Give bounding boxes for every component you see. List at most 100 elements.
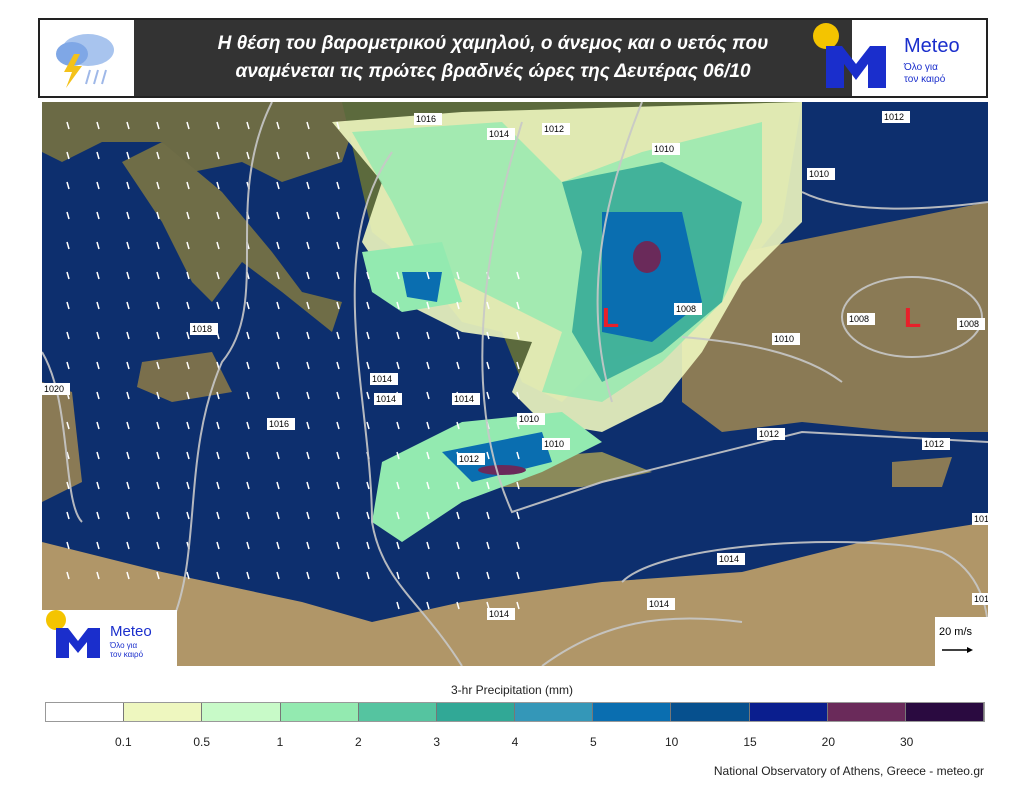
wind-arrow (96, 421, 100, 430)
wind-arrow (66, 151, 70, 160)
wind-arrow (126, 271, 130, 280)
wind-arrow (276, 451, 280, 460)
wind-arrow (66, 331, 70, 340)
isobar-label: 1008 (959, 319, 979, 329)
wind-arrow (336, 511, 340, 520)
isobar-label: 1008 (676, 304, 696, 314)
wind-arrow (66, 361, 70, 370)
wind-arrow (246, 421, 250, 430)
wind-arrow (456, 481, 460, 490)
wind-arrow (276, 241, 280, 250)
isobar-label: 1014 (489, 129, 509, 139)
wind-arrow (366, 361, 370, 370)
wind-arrow (456, 271, 460, 280)
colorbar-swatch (358, 703, 437, 721)
wind-arrow (186, 121, 190, 130)
wind-arrow (66, 571, 70, 580)
colorbar-swatch (202, 703, 281, 721)
isobar-labels: 1016 1014 1012 1010 1010 1012 1008 1008 1008 1010… (42, 111, 988, 620)
wind-arrow (276, 481, 280, 490)
title-line-1: Η θέση του βαρομετρικού χαμηλού, ο άνεμο… (217, 33, 769, 54)
wind-arrow (156, 511, 160, 520)
wind-arrow (366, 541, 370, 550)
wind-arrow (126, 241, 130, 250)
colorbar-tick: 20 (821, 735, 836, 749)
precipitation-areas (332, 102, 802, 542)
wind-arrow (396, 601, 400, 610)
wind-arrow (336, 181, 340, 190)
wind-arrow (126, 541, 130, 550)
wind-arrow (66, 181, 70, 190)
isobar-label-bg (542, 438, 570, 450)
wind-arrow (66, 121, 70, 130)
wind-arrow (216, 511, 220, 520)
isobar-label-bg (42, 383, 70, 395)
meteo-logo: Meteo Όλο για τον καιρό (42, 610, 177, 666)
colorbar-swatch (124, 703, 203, 721)
wind-arrow (396, 541, 400, 550)
wind-arrow (186, 271, 190, 280)
wind-arrow (156, 391, 160, 400)
wind-arrow (276, 181, 280, 190)
colorbar-swatch (593, 703, 672, 721)
wind-arrow (66, 511, 70, 520)
wind-arrow (156, 271, 160, 280)
wind-arrow (186, 241, 190, 250)
wind-arrow (366, 331, 370, 340)
wind-arrow (276, 301, 280, 310)
wind-arrow (426, 451, 430, 460)
wind-arrow (246, 301, 250, 310)
wind-arrow (246, 511, 250, 520)
colorbar-tick: 5 (589, 735, 597, 749)
wind-arrow (486, 331, 490, 340)
wind-arrow (486, 451, 490, 460)
wind-arrow (456, 541, 460, 550)
wind-arrow (336, 421, 340, 430)
wind-arrow (186, 421, 190, 430)
wind-arrow (96, 361, 100, 370)
wind-arrow (276, 271, 280, 280)
wind-arrow (306, 211, 310, 220)
isobar-label-bg (190, 323, 218, 335)
wind-arrow (306, 391, 310, 400)
precipitation-colorbar (45, 702, 985, 722)
wind-arrow (96, 301, 100, 310)
isobar-label: 1012 (759, 429, 779, 439)
wind-arrow (96, 571, 100, 580)
wind-arrow (516, 361, 520, 370)
isobar-label: 1014 (719, 554, 739, 564)
wind-arrow (456, 331, 460, 340)
colorbar-swatch (515, 703, 594, 721)
isobar-label-bg (757, 428, 785, 440)
wind-arrow (456, 511, 460, 520)
wind-arrow (426, 271, 430, 280)
wind-arrow (336, 571, 340, 580)
isobar-label: 1008 (849, 314, 869, 324)
isobar-label: 1018 (192, 324, 212, 334)
wind-arrow (396, 481, 400, 490)
low-pressure-marker: L (904, 302, 921, 333)
wind-arrow (246, 121, 250, 130)
svg-text:Όλο για: Όλο για (109, 641, 138, 650)
isobar-label: 1010 (654, 144, 674, 154)
wind-arrow (186, 571, 190, 580)
wind-arrow (396, 511, 400, 520)
wind-arrow (486, 361, 490, 370)
colorbar-tick: 0.5 (193, 735, 210, 749)
wind-arrow (486, 301, 490, 310)
isobar-label: 1012 (544, 124, 564, 134)
wind-arrow (246, 571, 250, 580)
wind-arrow (426, 481, 430, 490)
wind-arrow (156, 151, 160, 160)
wind-arrow (396, 361, 400, 370)
low-pressure-marker: L (602, 302, 619, 333)
wind-arrow (306, 571, 310, 580)
wind-arrow (426, 541, 430, 550)
wind-arrow (66, 301, 70, 310)
isobar-label: 1012 (459, 454, 479, 464)
isobar-label: 1012 (884, 112, 904, 122)
wind-arrow (126, 331, 130, 340)
colorbar-swatch (436, 703, 516, 721)
isobar-label-bg (957, 318, 985, 330)
wind-arrow (66, 241, 70, 250)
